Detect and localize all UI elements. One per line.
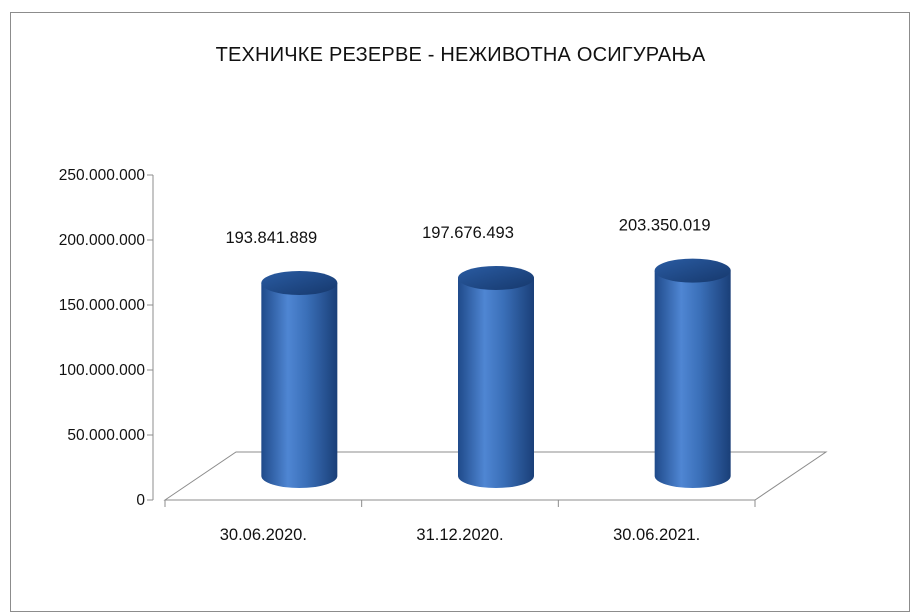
bar-top xyxy=(261,271,338,296)
bars-group xyxy=(261,258,731,488)
bar xyxy=(654,258,731,488)
x-tick-label: 30.06.2020. xyxy=(220,526,307,544)
y-tick-label: 150.000.000 xyxy=(59,297,146,314)
bar-body xyxy=(261,283,338,488)
bar-top xyxy=(654,258,731,283)
bar-body xyxy=(458,278,534,488)
data-label: 193.841.889 xyxy=(225,229,317,247)
y-tick-label: 200.000.000 xyxy=(59,232,146,249)
x-tick-label: 30.06.2021. xyxy=(613,526,700,544)
data-label: 203.350.019 xyxy=(619,217,711,235)
y-tick-label: 0 xyxy=(136,492,145,509)
bar xyxy=(458,266,534,488)
x-tick-label: 31.12.2020. xyxy=(416,526,503,544)
labels-group: 0 50.000.000 100.000.000 150.000.000 200.000… xyxy=(59,167,711,544)
y-tick-label: 250.000.000 xyxy=(59,167,146,184)
bar-body xyxy=(654,270,731,488)
bar-top xyxy=(458,266,534,291)
bar xyxy=(261,271,338,488)
y-tick-label: 50.000.000 xyxy=(67,427,145,444)
chart-title: ТЕХНИЧКЕ РЕЗЕРВЕ - НЕЖИВОТНА ОСИГУРАЊА xyxy=(215,44,706,66)
data-label: 197.676.493 xyxy=(422,224,514,242)
y-tick-label: 100.000.000 xyxy=(59,362,146,379)
chart-canvas: 0 50.000.000 100.000.000 150.000.000 200.000… xyxy=(59,167,828,544)
